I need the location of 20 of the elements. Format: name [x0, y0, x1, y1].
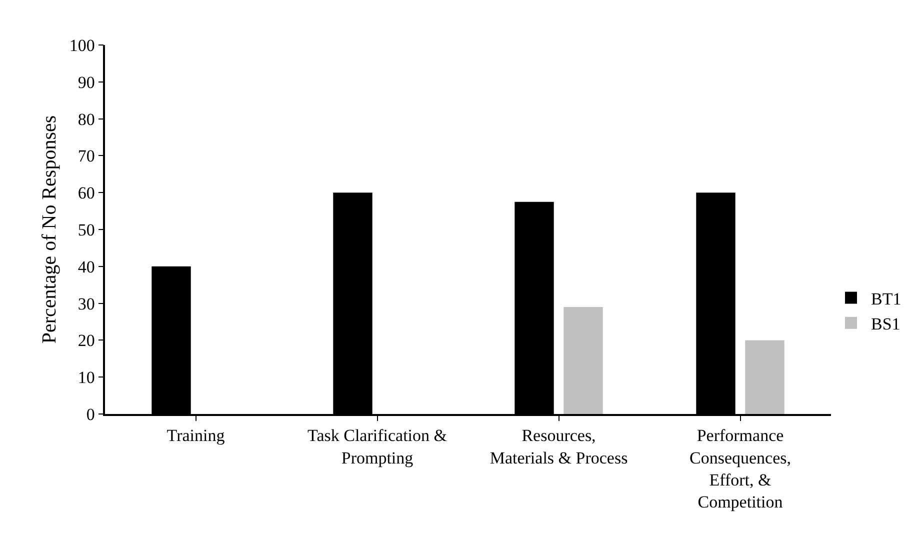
x-tick-label: Resources, Materials & Process: [490, 426, 628, 468]
bar: [745, 340, 784, 414]
y-tick-label: 20: [78, 331, 95, 350]
y-tick-label: 0: [86, 404, 95, 424]
x-tick-label: Task Clarification & Prompting: [308, 426, 447, 468]
y-tick-label: 90: [78, 72, 95, 92]
y-tick-label: 70: [78, 146, 95, 166]
y-tick-label: 30: [78, 294, 95, 314]
y-tick-label: 40: [78, 257, 95, 276]
y-tick-label: 80: [78, 110, 95, 129]
legend-label: BS1: [871, 314, 900, 334]
bar: [564, 306, 603, 414]
y-tick-label: 100: [69, 36, 95, 55]
y-tick-label: 60: [78, 184, 95, 203]
y-axis-title: Percentage of No Responses: [38, 115, 60, 344]
y-tick-label: 50: [78, 220, 95, 240]
x-tick-label: Performance Consequences, Effort, & Competition: [689, 426, 792, 512]
legend-label: BT1: [871, 289, 902, 308]
x-tick-label: Training: [166, 426, 226, 446]
y-tick-label: 10: [78, 368, 95, 388]
